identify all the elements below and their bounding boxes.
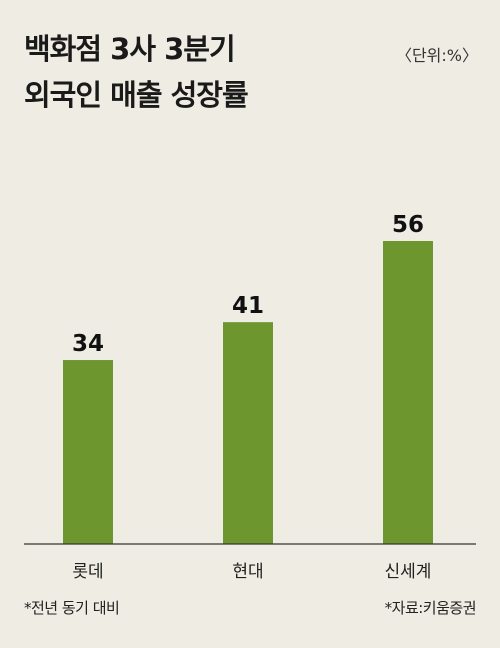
chart-title-line-1: 백화점 3사 3분기 xyxy=(24,32,236,66)
unit-label: 〈단위:%〉 xyxy=(395,46,478,65)
bar-1 xyxy=(63,360,113,544)
footnote-comparison: *전년 동기 대비 xyxy=(24,599,120,617)
category-label-3: 신세계 xyxy=(385,562,432,582)
chart-title-line-2: 외국인 매출 성장률 xyxy=(24,78,249,112)
bar-3 xyxy=(383,241,433,544)
bar-2 xyxy=(223,322,273,544)
chart-title: 백화점 3사 3분기 외국인 매출 성장률 xyxy=(24,26,249,118)
category-label-2: 현대 xyxy=(232,562,263,582)
category-label-1: 롯데 xyxy=(72,562,103,582)
data-label-3: 56 xyxy=(392,212,424,238)
data-label-1: 34 xyxy=(72,331,104,357)
footnote-source: *자료:키움증권 xyxy=(384,599,477,617)
data-label-2: 41 xyxy=(232,293,264,319)
